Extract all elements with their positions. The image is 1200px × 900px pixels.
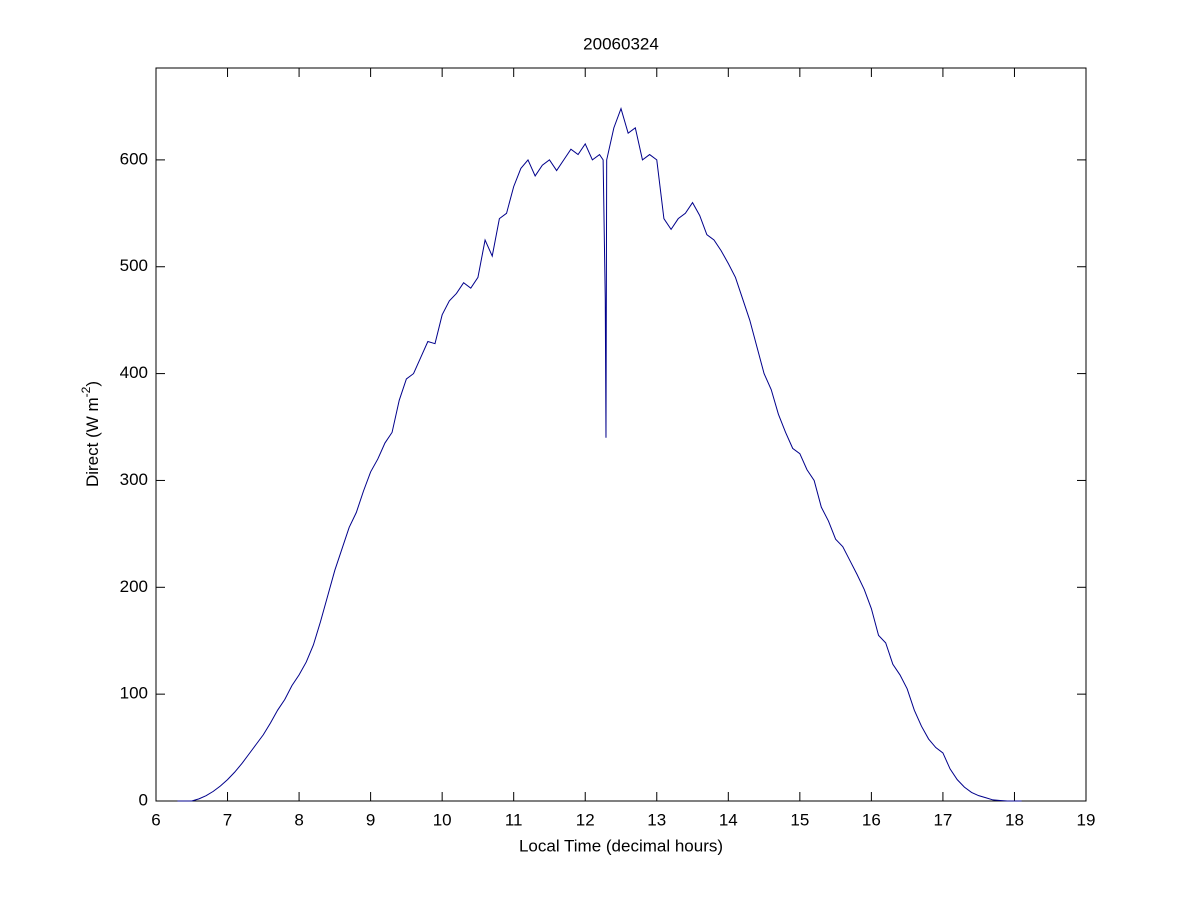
data-line: [177, 107, 1022, 802]
y-tick-label: 500: [120, 256, 148, 275]
x-tick-label: 7: [223, 810, 232, 829]
y-axis-label-text: Direct (W m: [83, 397, 102, 487]
x-tick-label: 8: [294, 810, 303, 829]
x-tick-label: 19: [1077, 810, 1096, 829]
x-tick-label: 14: [719, 810, 738, 829]
y-tick-label: 100: [120, 684, 148, 703]
x-axis-label: Local Time (decimal hours): [519, 836, 723, 855]
x-tick-label: 12: [576, 810, 595, 829]
x-tick-label: 17: [933, 810, 952, 829]
x-tick-label: 6: [151, 810, 160, 829]
y-tick-label: 0: [139, 790, 148, 809]
x-tick-label: 11: [505, 810, 523, 829]
chart-title: 20060324: [583, 34, 659, 53]
x-tick-label: 18: [1005, 810, 1024, 829]
x-tick-label: 10: [433, 810, 452, 829]
x-tick-label: 15: [790, 810, 809, 829]
y-tick-label: 600: [120, 149, 148, 168]
x-tick-label: 16: [862, 810, 881, 829]
y-axis-label-superscript: -2: [79, 386, 93, 397]
y-axis-label-suffix: ): [83, 381, 102, 387]
y-tick-label: 300: [120, 470, 148, 489]
y-axis-label: Direct (W m-2): [79, 381, 102, 487]
plot-frame: [155, 67, 1087, 802]
x-tick-label: 13: [647, 810, 666, 829]
x-tick-label: 9: [366, 810, 375, 829]
y-tick-label: 200: [120, 577, 148, 596]
y-tick-label: 400: [120, 363, 148, 382]
